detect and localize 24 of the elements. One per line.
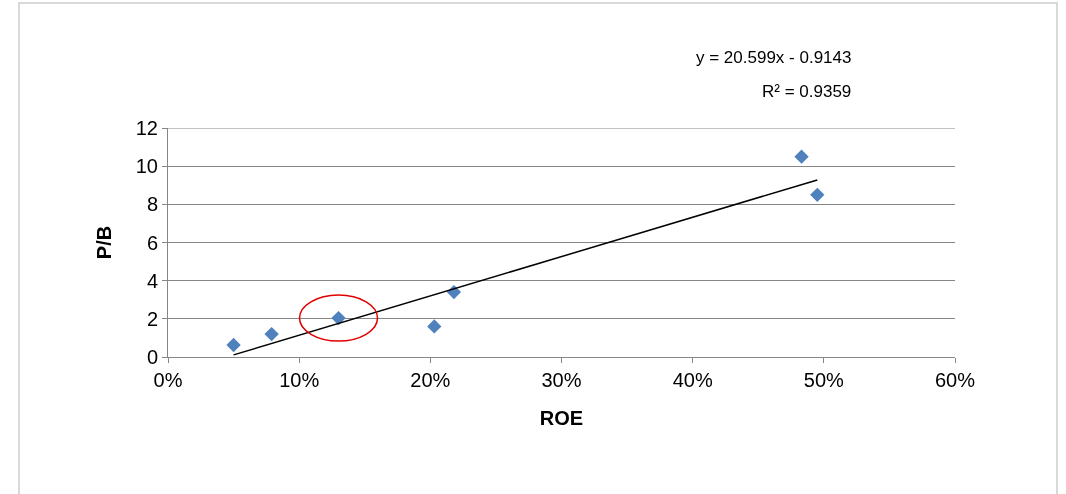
text: y = 20.599x - 0.9143: [696, 48, 852, 67]
x-tick-label: 30%: [541, 369, 582, 391]
y-tick-label: 8: [146, 193, 158, 216]
x-tick-label: 40%: [672, 369, 713, 391]
x-axis-title: ROE: [539, 406, 584, 429]
point: [427, 319, 442, 334]
y-tick-label: 2: [146, 307, 158, 330]
y-tick-label: 6: [146, 231, 158, 254]
x-tick-label: 20%: [410, 369, 451, 391]
y-tick-label: 0: [146, 346, 158, 368]
x-tick-label: 0%: [153, 369, 183, 391]
point: [226, 337, 241, 353]
y-tick-label: 10: [135, 155, 158, 178]
x-tick-label: 50%: [803, 369, 845, 391]
point: [794, 149, 809, 164]
point: [331, 310, 346, 326]
x-tick-label: 60%: [934, 369, 976, 391]
point: [810, 187, 825, 202]
y-tick-label: 4: [146, 269, 158, 292]
y-axis-title: P/B: [93, 225, 116, 260]
y-tick-label: 12: [135, 117, 158, 139]
point: [264, 326, 279, 342]
text: R² = 0.9359: [762, 82, 852, 101]
x-tick-label: 10%: [279, 369, 320, 391]
